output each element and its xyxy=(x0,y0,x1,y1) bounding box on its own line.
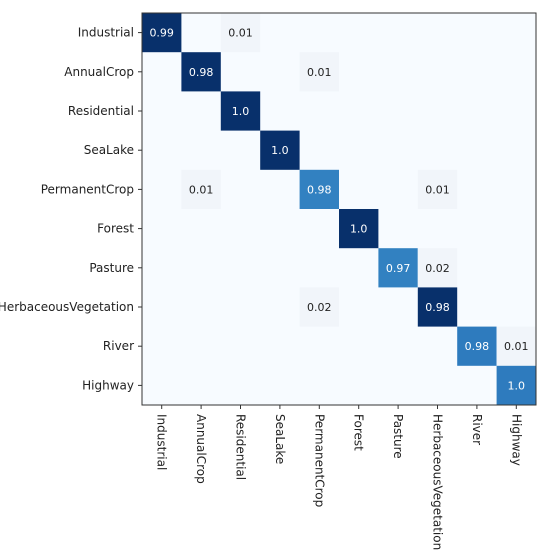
heatmap-cell xyxy=(417,169,458,209)
row-tick-label: PermanentCrop xyxy=(41,182,134,196)
heatmap-cell xyxy=(181,169,221,209)
heatmap-value-label: 1.0 xyxy=(350,223,368,236)
heatmap-value-label: 0.98 xyxy=(465,340,490,353)
column-tick-labels: Industrial AnnualCrop Residential SeaLake Pe… xyxy=(155,405,523,550)
column-tick-label: Industrial xyxy=(155,414,169,470)
plot-frame xyxy=(141,12,537,406)
row-tick-label: Forest xyxy=(97,222,134,236)
heatmap-cell xyxy=(299,169,339,209)
heatmap-cell xyxy=(142,13,182,53)
heatmap-value-label: 1.0 xyxy=(271,144,289,157)
heatmap-value-label: 0.02 xyxy=(307,301,332,314)
column-tick-label: HerbaceousVegetation xyxy=(431,414,445,550)
heatmap-cells xyxy=(142,13,536,405)
column-tick-label: Residential xyxy=(234,414,248,480)
heatmap-value-label: 0.99 xyxy=(149,27,174,40)
column-tick-label: Highway xyxy=(509,414,523,466)
column-tick-label: Forest xyxy=(352,414,366,451)
column-tick-label: PermanentCrop xyxy=(312,414,326,507)
heatmap-cell xyxy=(220,91,261,131)
row-tick-label: Pasture xyxy=(89,261,134,275)
heatmap-cell xyxy=(496,326,536,366)
heatmap-value-label: 0.01 xyxy=(504,340,529,353)
column-tick-label: River xyxy=(470,414,484,445)
heatmap-cell xyxy=(339,209,379,249)
heatmap-cell xyxy=(417,287,458,327)
heatmap-cell xyxy=(220,13,261,53)
heatmap-cell xyxy=(378,248,418,288)
heatmap-cell xyxy=(181,52,221,92)
heatmap-cell xyxy=(457,326,497,366)
heatmap-value-label: 0.01 xyxy=(307,66,332,79)
row-tick-label: River xyxy=(103,339,134,353)
heatmap-cell xyxy=(299,52,339,92)
heatmap-cell xyxy=(496,365,536,405)
heatmap-value-labels: 0.99 0.01 0.98 0.01 1.0 1.0 0.01 0.98 0.01 1.0 0.9… xyxy=(149,27,528,393)
row-tick-label: Residential xyxy=(68,104,134,118)
heatmap-value-label: 0.97 xyxy=(386,262,411,275)
row-tick-label: SeaLake xyxy=(84,143,134,157)
heatmap-value-label: 0.01 xyxy=(425,183,450,196)
row-tick-label: Highway xyxy=(82,378,134,392)
heatmap-value-label: 0.02 xyxy=(425,262,450,275)
heatmap-value-label: 0.98 xyxy=(189,66,214,79)
heatmap-cell xyxy=(260,130,300,170)
column-tick-label: AnnualCrop xyxy=(194,414,208,484)
row-tick-label: HerbaceousVegetation xyxy=(0,300,134,314)
heatmap-value-label: 0.98 xyxy=(307,183,332,196)
heatmap-cell xyxy=(299,287,339,327)
heatmap-value-label: 0.01 xyxy=(189,183,214,196)
row-tick-labels: Industrial AnnualCrop Residential SeaLake Pe… xyxy=(0,26,142,392)
column-tick-label: SeaLake xyxy=(273,414,287,464)
row-tick-label: AnnualCrop xyxy=(64,65,134,79)
row-tick-label: Industrial xyxy=(78,26,134,40)
column-tick-label: Pasture xyxy=(391,414,405,459)
heatmap-value-label: 0.98 xyxy=(425,301,450,314)
heatmap-value-label: 1.0 xyxy=(232,105,250,118)
heatmap-value-label: 1.0 xyxy=(508,379,526,392)
heatmap-value-label: 0.01 xyxy=(228,27,253,40)
heatmap-cell xyxy=(417,248,458,288)
